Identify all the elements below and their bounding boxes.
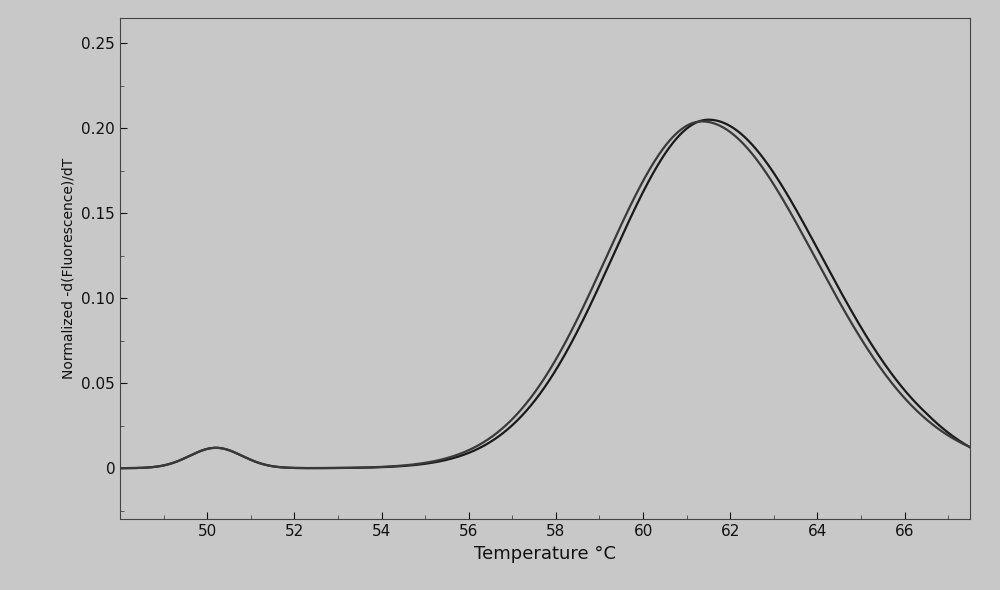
X-axis label: Temperature °C: Temperature °C <box>474 545 616 563</box>
Y-axis label: Normalized -d(Fluorescence)/dT: Normalized -d(Fluorescence)/dT <box>62 158 76 379</box>
